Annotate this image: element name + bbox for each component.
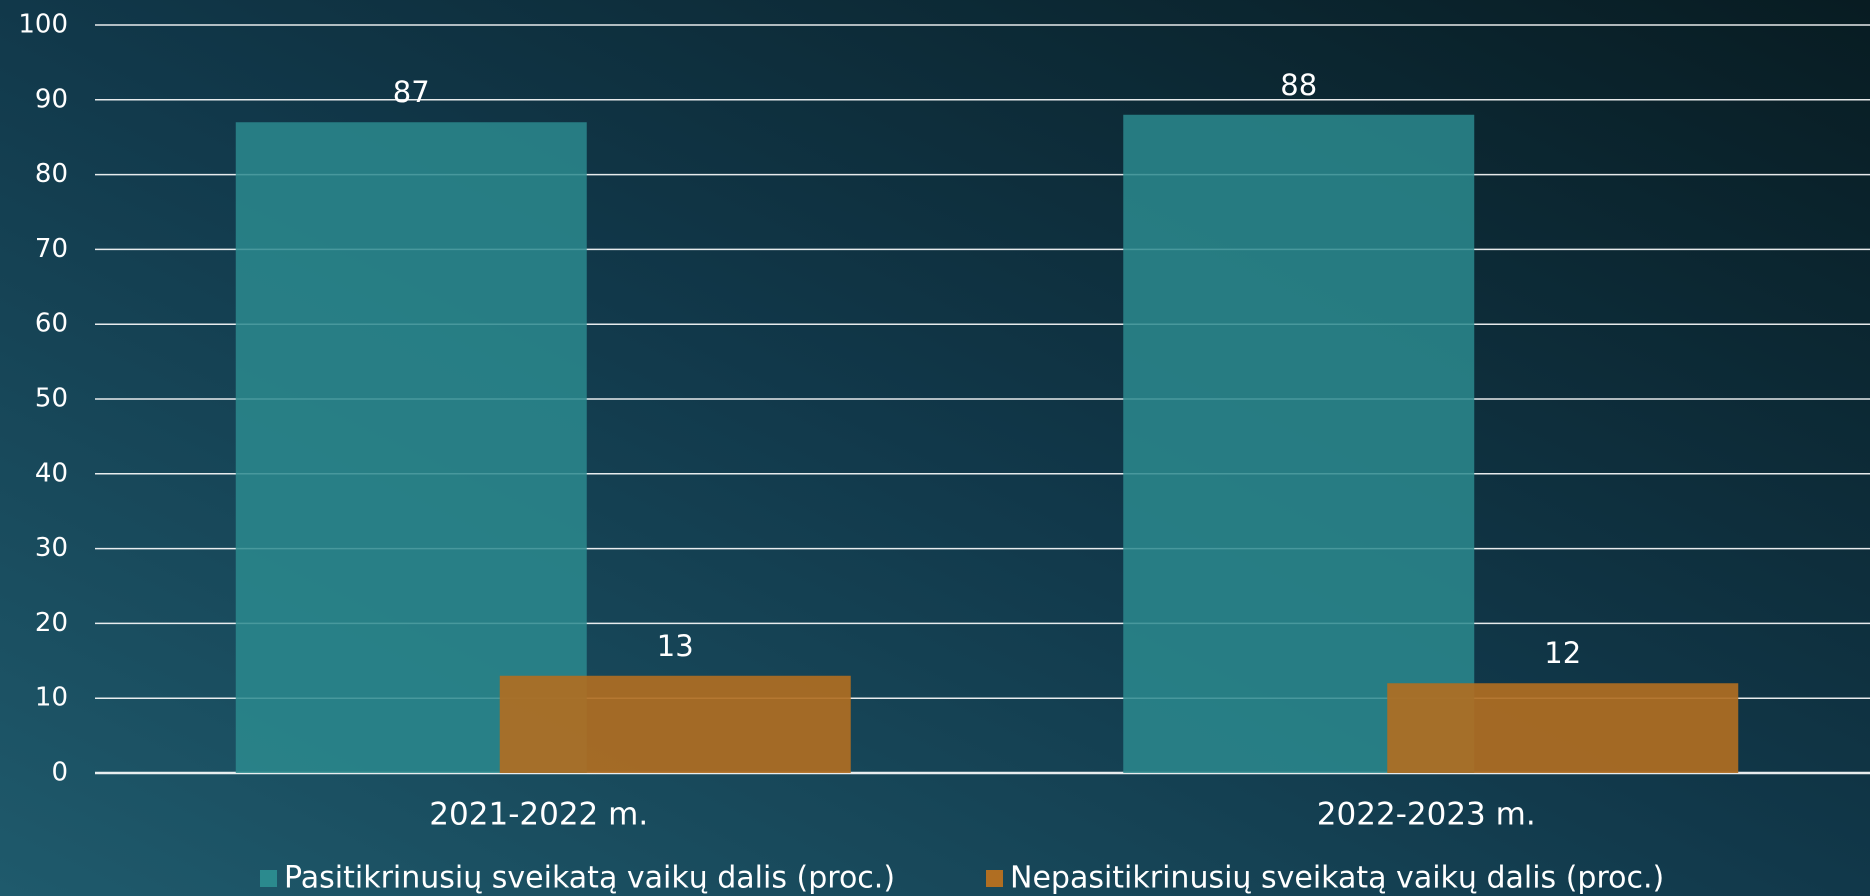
y-tick-label: 100: [18, 10, 68, 40]
value-label: 87: [393, 75, 430, 109]
y-tick-label: 80: [35, 159, 68, 189]
bar: [1387, 683, 1739, 773]
bar: [235, 122, 587, 774]
legend-swatch: [986, 870, 1003, 887]
legend-swatch: [260, 870, 277, 887]
legend-label: Nepasitikrinusių sveikatą vaikų dalis (p…: [1010, 861, 1664, 896]
value-label: 12: [1544, 636, 1581, 670]
y-tick-label: 30: [35, 533, 68, 563]
y-tick-label: 90: [35, 84, 68, 114]
x-tick-label: 2021-2022 m.: [429, 797, 648, 833]
y-tick-label: 20: [35, 608, 68, 638]
bar: [1123, 114, 1475, 773]
y-tick-label: 0: [51, 758, 68, 788]
x-tick-label: 2022-2023 m.: [1317, 797, 1536, 833]
y-tick-label: 50: [35, 384, 68, 414]
value-label: 88: [1280, 68, 1317, 102]
bar: [499, 675, 851, 773]
value-label: 13: [657, 629, 694, 663]
legend-label: Pasitikrinusių sveikatą vaikų dalis (pro…: [284, 861, 895, 896]
y-tick-label: 70: [35, 234, 68, 264]
y-tick-label: 60: [35, 309, 68, 339]
y-tick-label: 10: [35, 683, 68, 713]
y-tick-label: 40: [35, 458, 68, 488]
